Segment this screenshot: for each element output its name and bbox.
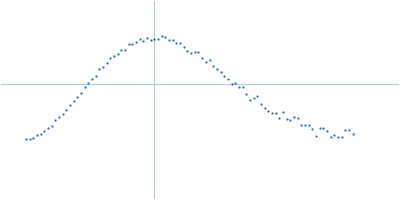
Point [294, 116, 301, 120]
Point [56, 115, 62, 119]
Point [118, 49, 124, 52]
Point [122, 48, 128, 51]
Point [316, 127, 323, 130]
Point [92, 74, 99, 78]
Point [89, 77, 95, 80]
Point [269, 112, 275, 115]
Point [291, 115, 297, 118]
Point [254, 95, 260, 98]
Point [243, 92, 250, 95]
Point [342, 129, 349, 132]
Point [126, 43, 132, 46]
Point [236, 86, 242, 89]
Point [26, 138, 33, 141]
Point [217, 70, 224, 73]
Point [302, 123, 308, 126]
Point [34, 134, 40, 137]
Point [78, 91, 84, 95]
Point [136, 37, 143, 41]
Point [221, 74, 228, 77]
Point [82, 86, 88, 89]
Point [313, 135, 319, 138]
Point [170, 38, 176, 42]
Point [74, 95, 80, 98]
Point [287, 118, 294, 121]
Point [184, 49, 191, 53]
Point [70, 99, 77, 103]
Point [114, 53, 121, 56]
Point [265, 110, 272, 113]
Point [346, 128, 352, 131]
Point [67, 103, 73, 106]
Point [298, 124, 304, 127]
Point [85, 82, 92, 85]
Point [158, 35, 165, 38]
Point [276, 116, 282, 120]
Point [188, 52, 194, 55]
Point [192, 51, 198, 54]
Point [144, 36, 150, 39]
Point [63, 108, 70, 111]
Point [48, 124, 55, 127]
Point [232, 81, 238, 85]
Point [59, 112, 66, 115]
Point [272, 112, 279, 115]
Point [203, 60, 209, 63]
Point [100, 65, 106, 68]
Point [199, 56, 205, 59]
Point [214, 68, 220, 71]
Point [133, 41, 139, 44]
Point [96, 68, 102, 71]
Point [30, 136, 36, 139]
Point [107, 56, 114, 59]
Point [320, 127, 326, 130]
Point [41, 129, 48, 132]
Point [52, 119, 58, 122]
Point [23, 138, 29, 141]
Point [280, 110, 286, 113]
Point [328, 136, 334, 139]
Point [210, 64, 216, 68]
Point [309, 128, 316, 131]
Point [306, 123, 312, 126]
Point [177, 42, 183, 45]
Point [111, 54, 117, 58]
Point [258, 103, 264, 106]
Point [148, 39, 154, 42]
Point [37, 132, 44, 135]
Point [338, 135, 345, 138]
Point [350, 132, 356, 136]
Point [206, 58, 213, 62]
Point [151, 37, 158, 40]
Point [45, 126, 51, 129]
Point [262, 107, 268, 110]
Point [225, 77, 231, 81]
Point [180, 46, 187, 49]
Point [129, 42, 136, 45]
Point [284, 118, 290, 121]
Point [331, 133, 338, 137]
Point [195, 50, 202, 53]
Point [247, 99, 253, 102]
Point [166, 39, 172, 42]
Point [324, 129, 330, 133]
Point [239, 86, 246, 89]
Point [335, 136, 341, 139]
Point [250, 97, 257, 100]
Point [140, 39, 146, 43]
Point [228, 83, 235, 86]
Point [173, 41, 180, 45]
Point [104, 62, 110, 65]
Point [162, 35, 169, 38]
Point [155, 38, 161, 41]
